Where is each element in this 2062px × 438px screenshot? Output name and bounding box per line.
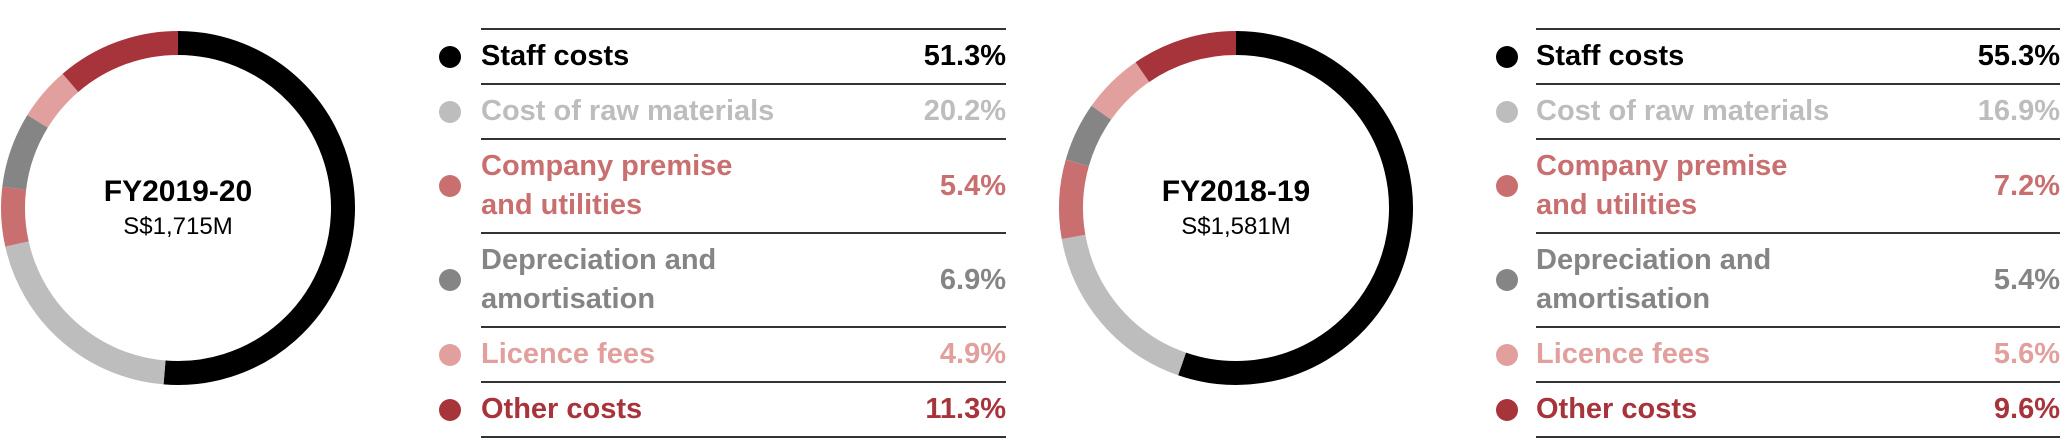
legend-row: Depreciation and amortisation 6.9% — [439, 234, 1006, 328]
value-label: 9.6% — [1993, 393, 2060, 425]
legend: Staff costs 51.3% Cost of raw materials 20.… — [439, 28, 1006, 438]
donut-segment — [1178, 31, 1413, 385]
bullet — [439, 398, 461, 421]
legend-row: Other costs 9.6% — [1496, 383, 2060, 438]
category-label: Staff costs — [1536, 40, 1685, 72]
legend-row: Licence fees 4.9% — [439, 328, 1006, 383]
category-label: Cost of raw materials — [481, 95, 775, 127]
legend-row: Cost of raw materials 16.9% — [1496, 85, 2060, 140]
bullet — [1496, 398, 1518, 421]
donut-segment — [163, 31, 355, 385]
donut-segment — [5, 241, 166, 385]
category-label: Staff costs — [481, 40, 630, 72]
category-label: Licence fees — [481, 338, 656, 370]
bullet — [1496, 45, 1518, 68]
bullet — [1496, 343, 1518, 366]
category-label: Other costs — [1536, 393, 1698, 425]
legend-row: Cost of raw materials 20.2% — [439, 85, 1006, 140]
legend-row: Company premise and utilities 7.2% — [1496, 140, 2060, 234]
value-label: 16.9% — [1977, 95, 2060, 127]
legend-row: Licence fees 5.6% — [1496, 328, 2060, 383]
legend-row: Other costs 11.3% — [439, 383, 1006, 438]
category-label: Other costs — [481, 393, 643, 425]
bullet — [1496, 269, 1518, 291]
value-label: 4.9% — [939, 338, 1006, 370]
chart-subtitle: S$1,581M — [1181, 213, 1290, 240]
value-label: 20.2% — [923, 95, 1006, 127]
category-label: Depreciation and amortisation — [1536, 244, 1772, 315]
donut-segment — [1091, 62, 1150, 120]
bullet — [439, 269, 461, 291]
category-label: Company premise and utilities — [481, 150, 733, 221]
legend-row: Company premise and utilities 5.4% — [439, 140, 1006, 234]
chart-subtitle: S$1,715M — [123, 213, 232, 240]
legend-row: Staff costs 51.3% — [439, 30, 1006, 85]
value-label: 7.2% — [1993, 169, 2060, 202]
value-label: 6.9% — [939, 263, 1006, 296]
chart-title: FY2018-19 — [1162, 175, 1310, 208]
bullet — [439, 343, 461, 366]
value-label: 51.3% — [923, 40, 1006, 72]
legend-row: Staff costs 55.3% — [1496, 30, 2060, 85]
value-label: 5.6% — [1993, 338, 2060, 370]
category-label: Licence fees — [1536, 338, 1711, 370]
donut-segment — [2, 115, 48, 191]
bullet — [439, 175, 461, 197]
donut-segment — [27, 73, 79, 128]
donut-segment — [62, 31, 179, 93]
chart-title: FY2019-20 — [104, 175, 252, 208]
category-label: Depreciation and amortisation — [481, 244, 717, 315]
value-label: 5.4% — [939, 169, 1006, 202]
donut-segment — [1, 186, 29, 247]
value-label: 11.3% — [925, 393, 1006, 425]
bullet — [1496, 100, 1518, 123]
bullet — [1496, 175, 1518, 197]
bullet — [439, 100, 461, 123]
legend: Staff costs 55.3% Cost of raw materials 16.… — [1496, 28, 2060, 438]
category-label: Cost of raw materials — [1536, 95, 1830, 127]
value-label: 55.3% — [1977, 40, 2060, 72]
donut-segment — [1059, 159, 1089, 239]
donut-segment — [1065, 105, 1112, 167]
donut-segment — [1135, 31, 1237, 83]
donut-segment — [1061, 234, 1187, 376]
category-label: Company premise and utilities — [1536, 150, 1788, 221]
legend-row: Depreciation and amortisation 5.4% — [1496, 234, 2060, 328]
bullet — [439, 45, 461, 68]
value-label: 5.4% — [1993, 263, 2060, 296]
